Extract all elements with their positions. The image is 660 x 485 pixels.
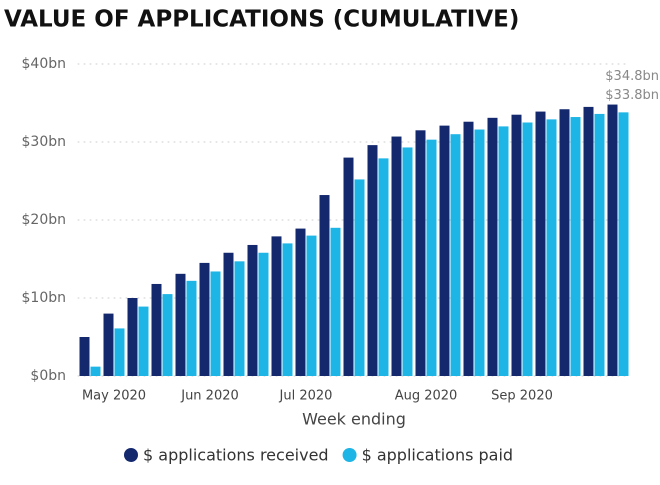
bar — [295, 228, 306, 376]
bar — [234, 261, 245, 376]
bar — [354, 179, 365, 376]
bar — [367, 145, 378, 376]
data-label: $34.8bn — [605, 69, 659, 84]
bar — [463, 121, 474, 376]
bar — [210, 271, 221, 376]
x-tick-label: Aug 2020 — [395, 389, 458, 404]
data-label: $33.8bn — [605, 88, 659, 103]
bar — [391, 136, 402, 376]
x-tick-label: Jul 2020 — [279, 389, 333, 404]
bar — [306, 235, 317, 376]
bar — [223, 252, 234, 376]
bar — [127, 298, 138, 376]
bar — [522, 122, 533, 376]
bar — [618, 112, 629, 377]
bar — [114, 328, 125, 376]
bar — [319, 195, 330, 376]
bar — [511, 114, 522, 376]
bar — [583, 106, 594, 377]
legend-marker — [124, 448, 138, 462]
bar — [79, 337, 90, 376]
bar — [247, 244, 258, 376]
bar — [607, 104, 618, 376]
bar — [138, 306, 149, 376]
x-tick-label: May 2020 — [82, 389, 146, 404]
y-tick-label: $30bn — [22, 134, 66, 150]
bar — [594, 113, 605, 377]
bar — [474, 129, 485, 376]
bar — [570, 117, 581, 376]
bar — [498, 126, 509, 377]
bar — [378, 158, 389, 376]
bar — [535, 111, 546, 376]
bar — [175, 273, 186, 376]
bar — [90, 366, 101, 376]
bar — [282, 243, 293, 376]
x-axis-label: Week ending — [302, 410, 406, 429]
bar — [271, 236, 282, 376]
x-tick-label: Jun 2020 — [180, 389, 239, 404]
bar — [186, 280, 197, 376]
y-tick-label: $10bn — [22, 290, 66, 306]
bar — [439, 125, 450, 377]
bar — [103, 313, 114, 376]
bar — [330, 227, 341, 376]
bar — [162, 294, 173, 376]
x-tick-label: Sep 2020 — [491, 389, 553, 404]
bar — [546, 119, 557, 376]
y-tick-label: $40bn — [22, 56, 66, 72]
y-tick-label: $0bn — [30, 368, 66, 384]
bar — [426, 139, 437, 376]
bar — [415, 130, 426, 376]
bar — [343, 157, 354, 376]
legend-marker — [342, 448, 357, 462]
bar — [199, 262, 210, 376]
bar — [559, 109, 570, 377]
bar — [487, 117, 498, 376]
chart-title: VALUE OF APPLICATIONS (CUMULATIVE) — [4, 7, 519, 33]
bar — [258, 252, 269, 376]
bar — [402, 147, 413, 376]
legend-label: $ applications received — [143, 446, 329, 465]
bar — [450, 134, 461, 376]
bar — [151, 283, 162, 376]
legend-label: $ applications paid — [362, 446, 514, 465]
y-tick-label: $20bn — [22, 212, 66, 228]
